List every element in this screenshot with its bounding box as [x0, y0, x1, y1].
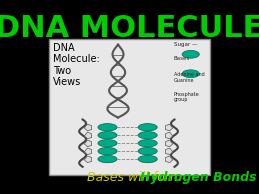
Ellipse shape: [138, 124, 157, 131]
Polygon shape: [84, 132, 92, 139]
Text: DNA MOLECULE: DNA MOLECULE: [0, 14, 259, 42]
Text: Adenine and
Guanine: Adenine and Guanine: [174, 72, 204, 83]
FancyBboxPatch shape: [49, 39, 210, 175]
Polygon shape: [166, 156, 173, 163]
Ellipse shape: [182, 70, 199, 78]
Text: Sugar —: Sugar —: [174, 42, 197, 47]
Ellipse shape: [138, 132, 157, 139]
Polygon shape: [166, 140, 173, 147]
Polygon shape: [84, 124, 92, 131]
Text: Bases: Bases: [174, 56, 190, 61]
Ellipse shape: [138, 147, 157, 155]
Polygon shape: [84, 156, 92, 163]
Ellipse shape: [98, 124, 117, 131]
Polygon shape: [166, 124, 173, 131]
Polygon shape: [84, 148, 92, 155]
Ellipse shape: [138, 155, 157, 163]
Polygon shape: [166, 132, 173, 139]
Text: Phosphate
group: Phosphate group: [174, 92, 199, 102]
Ellipse shape: [98, 132, 117, 139]
Polygon shape: [84, 140, 92, 147]
Ellipse shape: [182, 50, 199, 58]
Ellipse shape: [98, 139, 117, 147]
Text: Bases will form: Bases will form: [87, 171, 186, 184]
Text: DNA
Molecule:
Two
Views: DNA Molecule: Two Views: [53, 43, 100, 87]
Text: Hydrogen Bonds: Hydrogen Bonds: [140, 171, 257, 184]
Polygon shape: [166, 148, 173, 155]
Ellipse shape: [98, 147, 117, 155]
Ellipse shape: [98, 155, 117, 163]
Ellipse shape: [138, 139, 157, 147]
